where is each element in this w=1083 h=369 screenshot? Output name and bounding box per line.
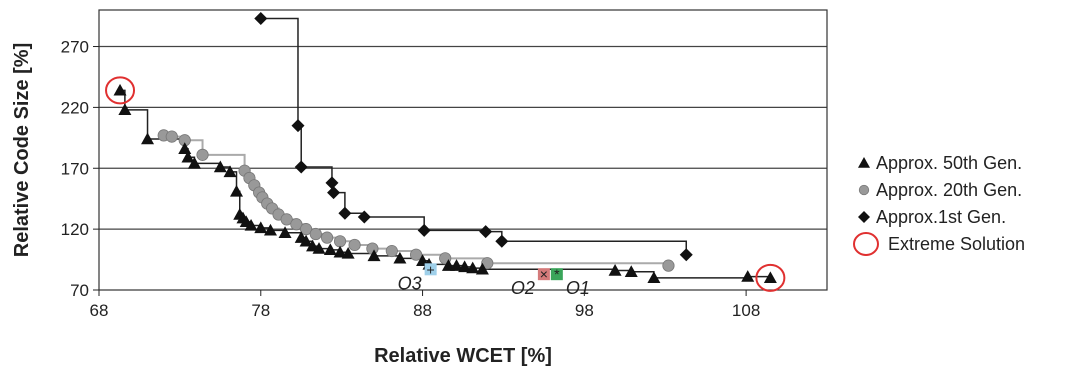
point-diamond <box>679 248 693 262</box>
gridlines <box>99 45 827 230</box>
legend-marker-triangle <box>858 157 870 168</box>
legend-marker-diamond <box>858 211 870 223</box>
point-triangle <box>475 262 489 275</box>
point-diamond <box>254 12 268 26</box>
reference-marker <box>537 268 550 281</box>
plot-border <box>98 9 828 291</box>
point-triangle <box>113 83 127 96</box>
point-triangle <box>118 103 132 116</box>
step-line-diamond <box>260 17 688 255</box>
point-triangle <box>213 160 227 173</box>
reference-label: O2 <box>511 278 535 298</box>
point-triangle <box>450 259 464 271</box>
legend-marker-square <box>858 184 870 196</box>
point-triangle <box>608 264 622 276</box>
point-triangle <box>278 226 292 238</box>
point-square <box>333 235 347 248</box>
data-points <box>105 12 786 292</box>
point-triangle <box>299 234 313 247</box>
legend-label: Approx. 20th Gen. <box>876 180 1022 200</box>
legend-marker-extreme <box>853 232 879 256</box>
point-triangle <box>263 223 277 236</box>
reference-symbol: + <box>427 261 435 277</box>
x-tick-label: 98 <box>575 301 594 320</box>
point-diamond <box>325 176 339 190</box>
extreme-solution-circle <box>755 263 786 292</box>
legend-label: Approx.1st Gen. <box>876 207 1006 227</box>
point-triangle <box>333 245 347 258</box>
point-triangle <box>741 270 755 282</box>
point-square <box>165 130 178 143</box>
y-tick-label: 220 <box>61 98 89 117</box>
reference-points: + O3 × O2 * O1 <box>398 261 590 298</box>
x-tick-label: 78 <box>251 301 270 320</box>
point-triangle <box>393 251 407 264</box>
point-square <box>321 231 334 244</box>
legend-label: Extreme Solution <box>888 234 1025 254</box>
y-tick-label: 120 <box>61 220 89 239</box>
x-tick-label: 88 <box>413 301 432 320</box>
point-square <box>290 218 303 231</box>
legend: Approx. 50th Gen. Approx. 20th Gen. Approx… <box>853 153 1025 256</box>
reference-label: O1 <box>566 278 590 298</box>
point-triangle <box>416 254 430 266</box>
point-triangle <box>624 265 638 277</box>
point-triangle <box>312 242 326 254</box>
plot-frame <box>98 9 828 291</box>
point-diamond <box>327 186 341 200</box>
y-tick-label: 170 <box>61 159 89 178</box>
reference-label: O3 <box>398 273 422 293</box>
point-square <box>348 238 361 252</box>
point-diamond <box>291 119 305 133</box>
point-triangle <box>466 261 480 274</box>
y-tick-label: 270 <box>61 38 89 57</box>
point-square <box>662 259 675 272</box>
point-diamond <box>294 160 308 174</box>
point-triangle <box>323 243 337 256</box>
point-square <box>196 148 209 161</box>
point-triangle <box>181 150 195 163</box>
reference-marker <box>550 268 563 281</box>
point-triangle <box>763 271 777 284</box>
x-tick-label: 68 <box>90 301 109 320</box>
reference-symbol: × <box>540 266 548 282</box>
point-square <box>409 248 423 261</box>
reference-marker <box>424 263 437 276</box>
point-triangle <box>223 165 237 178</box>
point-triangle <box>341 246 355 259</box>
step-line-triangle <box>120 89 772 279</box>
point-diamond <box>357 210 371 224</box>
y-tick-label: 70 <box>70 281 89 300</box>
point-diamond <box>479 225 493 239</box>
point-diamond <box>338 206 352 220</box>
point-triangle <box>141 132 155 145</box>
x-tick-label: 108 <box>732 301 760 320</box>
point-triangle <box>458 260 472 273</box>
x-axis-title: Relative WCET [%] <box>374 345 552 367</box>
point-triangle <box>187 156 201 169</box>
pareto-step-lines <box>120 17 772 279</box>
point-diamond <box>495 234 509 248</box>
x-tick-labels: 68 78 88 98 108 <box>90 290 760 320</box>
legend-label: Approx. 50th Gen. <box>876 153 1022 173</box>
y-tick-labels: 70 120 170 220 270 <box>61 38 99 300</box>
reference-symbol: * <box>554 266 560 282</box>
point-diamond <box>417 223 431 237</box>
point-triangle <box>254 221 268 234</box>
point-square <box>385 244 398 258</box>
extreme-solution-circle <box>105 76 136 105</box>
point-triangle <box>230 184 244 197</box>
point-square <box>481 257 494 270</box>
point-triangle <box>244 218 258 231</box>
point-square <box>280 213 293 226</box>
point-triangle <box>647 271 661 284</box>
point-square <box>309 227 322 241</box>
y-axis-title: Relative Code Size [%] <box>11 43 33 258</box>
point-triangle <box>367 249 381 262</box>
